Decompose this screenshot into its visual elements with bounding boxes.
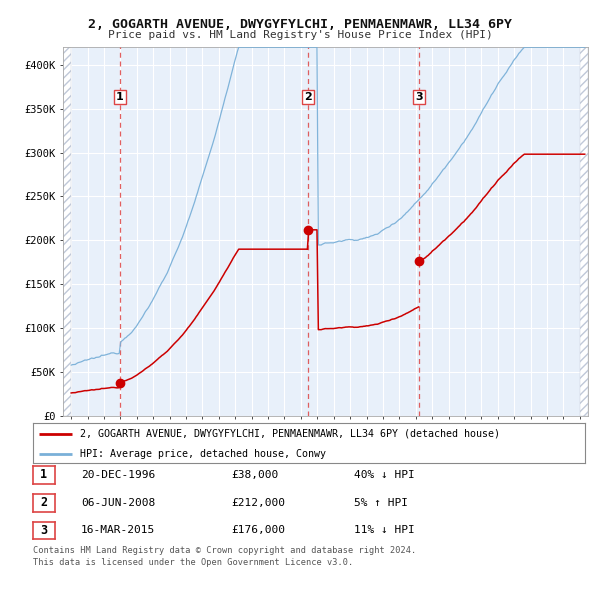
Text: 1: 1 <box>40 468 47 481</box>
Text: 2: 2 <box>304 92 312 102</box>
Text: 40% ↓ HPI: 40% ↓ HPI <box>354 470 415 480</box>
Text: 11% ↓ HPI: 11% ↓ HPI <box>354 526 415 535</box>
Text: 06-JUN-2008: 06-JUN-2008 <box>81 498 155 507</box>
Text: £38,000: £38,000 <box>231 470 278 480</box>
Text: 16-MAR-2015: 16-MAR-2015 <box>81 526 155 535</box>
Text: Price paid vs. HM Land Registry's House Price Index (HPI): Price paid vs. HM Land Registry's House … <box>107 30 493 40</box>
Text: £176,000: £176,000 <box>231 526 285 535</box>
Text: 2, GOGARTH AVENUE, DWYGYFYLCHI, PENMAENMAWR, LL34 6PY: 2, GOGARTH AVENUE, DWYGYFYLCHI, PENMAENM… <box>88 18 512 31</box>
Text: 20-DEC-1996: 20-DEC-1996 <box>81 470 155 480</box>
Text: 5% ↑ HPI: 5% ↑ HPI <box>354 498 408 507</box>
Text: HPI: Average price, detached house, Conwy: HPI: Average price, detached house, Conw… <box>80 449 326 459</box>
Text: Contains HM Land Registry data © Crown copyright and database right 2024.: Contains HM Land Registry data © Crown c… <box>33 546 416 555</box>
Text: 3: 3 <box>415 92 423 102</box>
Text: 2, GOGARTH AVENUE, DWYGYFYLCHI, PENMAENMAWR, LL34 6PY (detached house): 2, GOGARTH AVENUE, DWYGYFYLCHI, PENMAENM… <box>80 429 500 439</box>
Text: This data is licensed under the Open Government Licence v3.0.: This data is licensed under the Open Gov… <box>33 558 353 567</box>
Text: 2: 2 <box>40 496 47 509</box>
Text: £212,000: £212,000 <box>231 498 285 507</box>
Text: 1: 1 <box>116 92 124 102</box>
Text: 3: 3 <box>40 524 47 537</box>
